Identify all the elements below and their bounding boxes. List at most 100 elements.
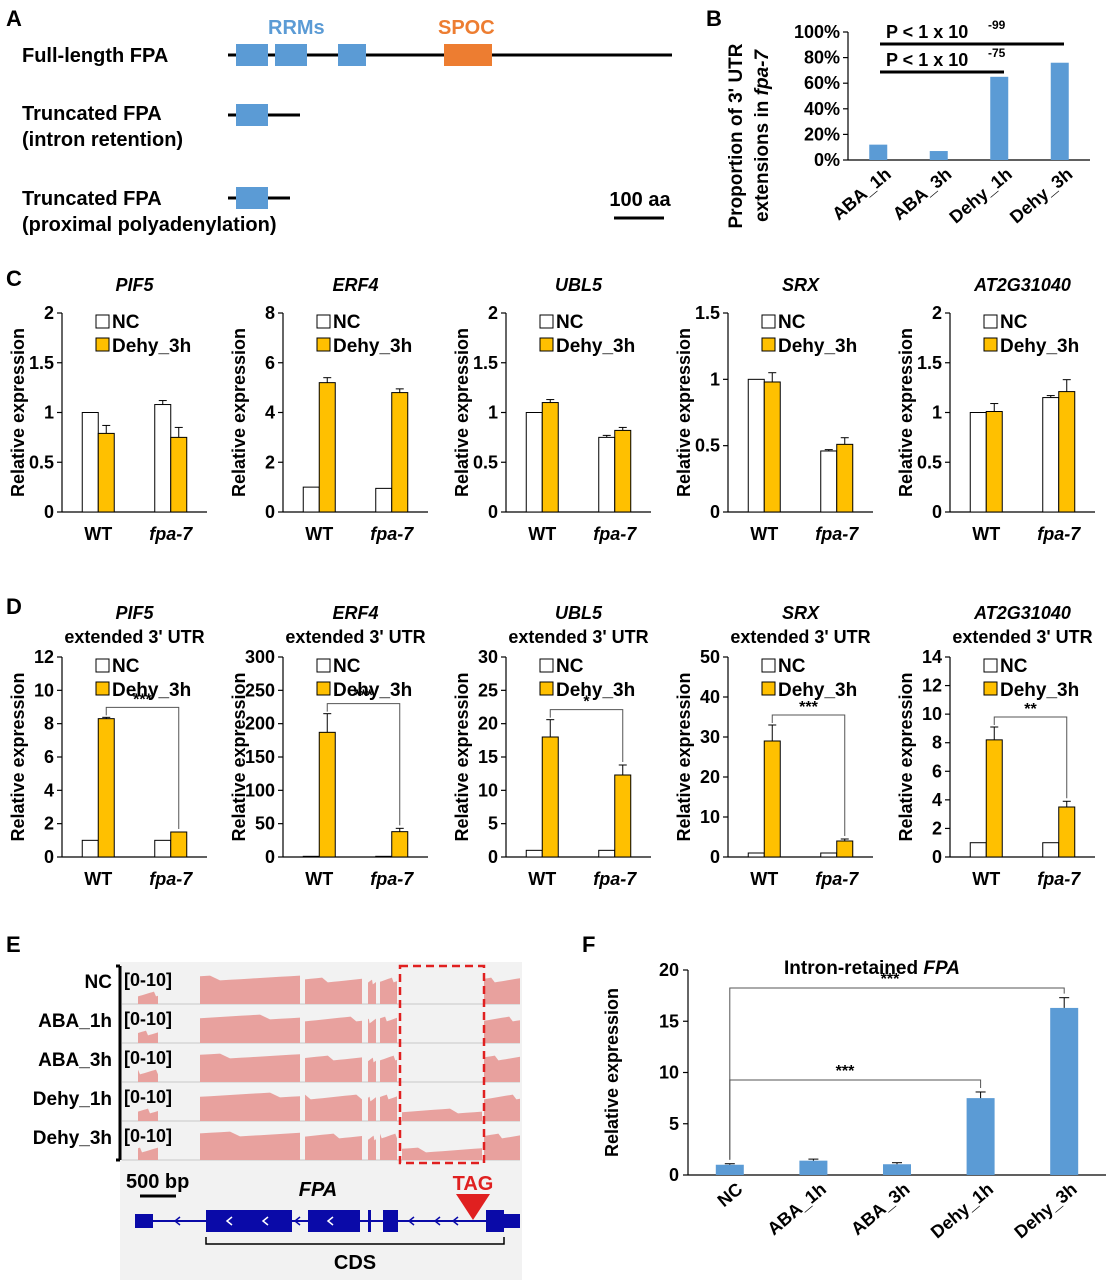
y-tick-label: 6: [932, 761, 942, 781]
x-tick-label: Dehy_3h: [1006, 164, 1076, 228]
y-tick-label: 0: [265, 847, 275, 867]
significance-label: *: [583, 694, 590, 711]
coverage-profile: [402, 1108, 482, 1121]
legend-swatch-nc: [983, 658, 998, 673]
full-length-label: Full-length FPA: [22, 45, 168, 67]
y-tick-label: 10: [922, 704, 942, 724]
significance-bracket: [993, 716, 1068, 799]
chart-c-pif5: PIF5 Relative expression 0 0.5 1 1.5 2 WT fpa-7 N…: [8, 275, 207, 544]
bar-nc: [154, 404, 172, 513]
y-tick-label: 1: [488, 403, 498, 423]
panel-a: A Full-length FPA Truncated FPA (intron …: [6, 6, 672, 236]
chart-title: AT2G31040: [973, 275, 1071, 295]
y-tick-label: 0: [932, 502, 942, 522]
bar-dehy-3h: [1058, 806, 1076, 858]
x-tick-label: fpa-7: [1037, 524, 1081, 544]
chart-title: SRX: [782, 275, 820, 295]
coverage-profile: [138, 1147, 158, 1160]
x-tick-label: WT: [305, 524, 333, 544]
legend-swatch-dehy: [95, 681, 110, 696]
legend-label-dehy: Dehy_3h: [112, 680, 191, 701]
significance-label: ***: [354, 688, 373, 705]
coverage-profile: [380, 1094, 397, 1121]
bar-nc: [154, 839, 172, 858]
coverage-profile: [200, 975, 300, 1004]
bar-nc: [375, 487, 393, 513]
legend-swatch-dehy: [539, 681, 554, 696]
bar-nc: [969, 842, 987, 858]
y-tick-label: 1: [710, 369, 720, 389]
bar-dehy-3h: [318, 382, 336, 513]
track-range-label: [0-10]: [124, 1009, 172, 1029]
y-tick-label: 15: [659, 1011, 679, 1031]
y-tick-label: 25: [478, 680, 498, 700]
coverage-profile: [138, 1108, 158, 1121]
legend-label-nc: NC: [556, 656, 584, 677]
bar-dehy-3h: [763, 740, 781, 858]
significance-bracket: [105, 706, 180, 829]
truncated-label-1: Truncated FPA: [22, 103, 162, 125]
legend-label-nc: NC: [556, 312, 584, 333]
y-tick-label: 0: [488, 502, 498, 522]
bar-nc: [598, 436, 616, 513]
y-tick-label: 300: [245, 647, 275, 667]
bar-dehy-3h: [836, 840, 854, 858]
chart-subtitle: extended 3' UTR: [285, 627, 425, 647]
y-axis-label: Relative expression: [8, 328, 28, 497]
bar: [715, 1164, 744, 1175]
truncated-label-1-sub: (intron retention): [22, 129, 183, 151]
y-tick-label: 40%: [804, 99, 840, 119]
legend-label-dehy: Dehy_3h: [556, 336, 635, 357]
bar-dehy-3h: [97, 432, 115, 513]
y-axis-label-italic: fpa-7: [752, 49, 773, 96]
bar: [990, 76, 1009, 160]
panel-d: D PIF5 extended 3' UTR Relative expression…: [6, 594, 1095, 889]
y-tick-label: 0: [710, 502, 720, 522]
legend-label-dehy: Dehy_3h: [778, 680, 857, 701]
chart-c-at2g31040: AT2G31040 Relative expression 0 0.5 1 1.5 2 WT f…: [896, 275, 1095, 544]
y-tick-label: 20: [700, 767, 720, 787]
chart-title: SRX: [782, 603, 820, 623]
coverage-profile: [380, 1055, 397, 1082]
y-tick-label: 20: [478, 714, 498, 734]
panel-d-letter: D: [6, 594, 22, 619]
significance-bracket: [326, 703, 401, 826]
bar: [929, 151, 948, 160]
truncated-label-2-sub: (proximal polyadenylation): [22, 214, 276, 236]
y-tick-label: 2: [488, 303, 498, 323]
bar-nc: [1042, 397, 1060, 513]
y-tick-label: 12: [34, 647, 54, 667]
panel-b-letter: B: [706, 6, 722, 31]
coverage-profile: [484, 1094, 520, 1121]
track-range-label: [0-10]: [124, 1087, 172, 1107]
significance-bracket: [549, 709, 624, 762]
retained-intron-highlight: [398, 964, 486, 1165]
y-tick-label: 1.5: [29, 353, 54, 373]
coverage-profile: [368, 1057, 376, 1082]
legend-label-nc: NC: [1000, 312, 1028, 333]
bar: [966, 1098, 995, 1175]
bar-dehy-3h: [170, 831, 188, 858]
legend-label-dehy: Dehy_3h: [1000, 336, 1079, 357]
x-tick-label: WT: [528, 524, 556, 544]
y-tick-label: 4: [932, 790, 942, 810]
cds-bracket: [205, 1237, 505, 1245]
bar-dehy-3h: [1058, 391, 1076, 513]
bar-dehy-3h: [836, 443, 854, 513]
bar-dehy-3h: [985, 411, 1003, 513]
chart-title: ERF4: [332, 603, 378, 623]
track-label: Dehy_1h: [33, 1089, 112, 1110]
legend-label-nc: NC: [333, 312, 361, 333]
chart-d-srx: SRX extended 3' UTR Relative expression 0 10…: [674, 603, 873, 889]
bar-dehy-3h: [318, 731, 336, 858]
legend-swatch-nc: [95, 658, 110, 673]
aa-scale-label: 100 aa: [609, 189, 671, 211]
legend-swatch-dehy: [316, 681, 331, 696]
x-tick-label: Dehy_1h: [927, 1179, 997, 1243]
truncated-label-2: Truncated FPA: [22, 188, 162, 210]
y-tick-label: 1.5: [917, 353, 942, 373]
y-tick-label: 10: [478, 780, 498, 800]
x-tick-label: WT: [84, 524, 112, 544]
legend-label-nc: NC: [112, 312, 140, 333]
